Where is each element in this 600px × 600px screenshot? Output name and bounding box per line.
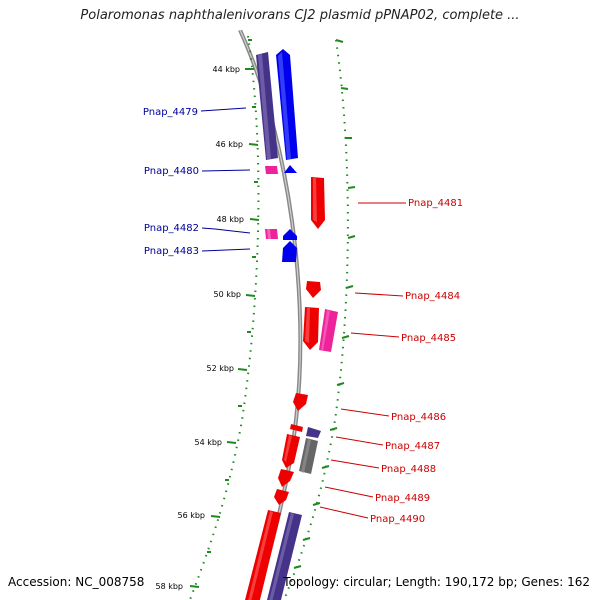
tick-label-54kbp: 54 kbp	[194, 438, 222, 447]
feature-pnap-4488-b[interactable]	[299, 438, 318, 474]
feature-pnap-4481[interactable]	[311, 177, 325, 229]
feature-pnap-4487-b[interactable]	[306, 427, 321, 438]
tick-label-46kbp: 46 kbp	[215, 140, 243, 149]
feature-pnap-4480-a[interactable]	[265, 166, 278, 174]
tick-label-56kbp: 56 kbp	[177, 511, 205, 520]
gene-label-pnap-4479[interactable]: Pnap_4479	[143, 107, 198, 118]
feature-pnap-4479-a[interactable]	[256, 52, 278, 160]
feature-large-reverse[interactable]	[266, 512, 302, 600]
map-title: Polaromonas naphthalenivorans CJ2 plasmi…	[80, 8, 520, 23]
tick-label-52kbp: 52 kbp	[206, 364, 234, 373]
feature-pnap-4487-a[interactable]	[290, 424, 303, 432]
feature-pnap-4485-b[interactable]	[319, 309, 338, 352]
right-gene-labels: Pnap_4481 Pnap_4484 Pnap_4485 Pnap_4486 …	[370, 198, 463, 525]
topology-summary: Topology: circular; Length: 190,172 bp; …	[283, 575, 590, 589]
feature-pnap-4489[interactable]	[278, 469, 294, 487]
feature-pnap-4485-a[interactable]	[303, 307, 319, 350]
gene-label-pnap-4489[interactable]: Pnap_4489	[375, 493, 430, 504]
tick-label-48kbp: 48 kbp	[216, 215, 244, 224]
tick-label-50kbp: 50 kbp	[213, 290, 241, 299]
gene-label-pnap-4485[interactable]: Pnap_4485	[401, 333, 456, 344]
dotted-track-left	[188, 35, 260, 600]
tick-label-58kbp: 58 kbp	[155, 582, 183, 591]
feature-pnap-4480-b[interactable]	[284, 165, 297, 173]
feature-pnap-4488-a[interactable]	[282, 434, 300, 468]
gene-label-pnap-4482[interactable]: Pnap_4482	[144, 223, 199, 234]
gene-label-pnap-4483[interactable]: Pnap_4483	[144, 246, 199, 257]
tick-label-44kbp: 44 kbp	[212, 65, 240, 74]
feature-pnap-4484[interactable]	[306, 281, 321, 298]
gene-label-pnap-4490[interactable]: Pnap_4490	[370, 514, 425, 525]
right-track-ticks	[293, 39, 356, 569]
gene-label-pnap-4486[interactable]: Pnap_4486	[391, 412, 446, 423]
accession-text: Accession: NC_008758	[8, 575, 145, 589]
gene-label-pnap-4481[interactable]: Pnap_4481	[408, 198, 463, 209]
scale-labels: 44 kbp 46 kbp 48 kbp 50 kbp 52 kbp 54 kb…	[155, 65, 244, 591]
feature-pnap-4479-b[interactable]	[276, 49, 298, 160]
left-scale-ticks	[189, 68, 260, 588]
feature-pnap-4490[interactable]	[274, 489, 289, 505]
gene-label-pnap-4480[interactable]: Pnap_4480	[144, 166, 199, 177]
feature-pnap-4483-a[interactable]	[283, 229, 297, 240]
feature-pnap-4486[interactable]	[293, 393, 308, 411]
gene-label-pnap-4484[interactable]: Pnap_4484	[405, 291, 460, 302]
feature-large-forward[interactable]	[244, 510, 281, 600]
left-gene-labels: Pnap_4479 Pnap_4480 Pnap_4482 Pnap_4483	[143, 107, 199, 257]
feature-pnap-4482[interactable]	[265, 229, 278, 239]
gene-label-pnap-4488[interactable]: Pnap_4488	[381, 464, 436, 475]
feature-pnap-4483-b[interactable]	[282, 241, 297, 262]
gene-label-pnap-4487[interactable]: Pnap_4487	[385, 441, 440, 452]
